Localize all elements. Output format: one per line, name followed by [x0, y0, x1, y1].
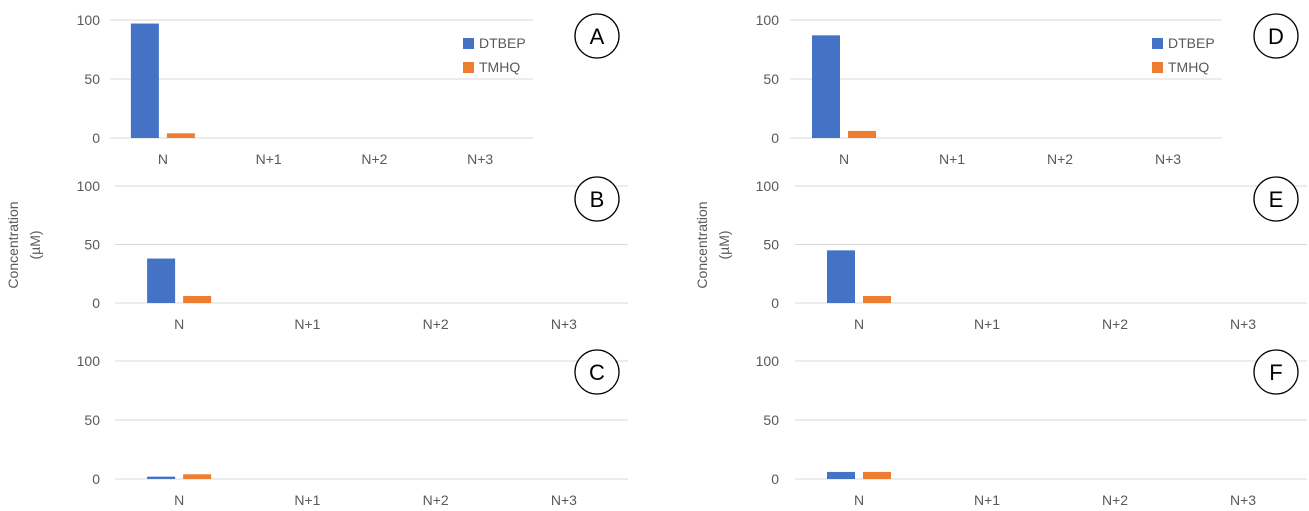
y-tick-label: 50	[84, 412, 100, 428]
panel-letter: E	[1269, 187, 1284, 212]
y-tick-label: 0	[92, 130, 100, 146]
x-tick-label: N	[854, 492, 864, 508]
y-tick-label: 50	[84, 237, 100, 253]
legend-swatch-tmhq	[1152, 62, 1163, 73]
y-tick-label: 50	[84, 71, 100, 87]
x-tick-label: N+1	[974, 316, 1000, 332]
bar-dtbep-n	[827, 250, 855, 303]
y-tick-label: 0	[771, 295, 779, 311]
bar-tmhq-n	[166, 133, 195, 138]
x-tick-label: N+1	[974, 492, 1000, 508]
chart-panel-d: 0 50 100 N N+1 N+2 N+3 DTBEP TMHQ D	[756, 12, 1299, 167]
bar-tmhq-n	[183, 474, 212, 479]
chart-panel-a: 0 50 100 N N+1 N+2 N+3 DTBEP TMHQ A	[77, 12, 620, 167]
x-tick-label: N+2	[1047, 151, 1073, 167]
y-tick-label: 50	[763, 71, 779, 87]
x-tick-label: N	[174, 316, 184, 332]
chart-panel-b: 0 50 100 N N+1 N+2 N+3 B	[77, 176, 628, 332]
bar-tmhq-n	[848, 130, 876, 138]
x-tick-label: N+3	[1230, 316, 1256, 332]
x-tick-label: N+3	[551, 492, 577, 508]
panel-letter-circle	[574, 176, 620, 222]
panel-letter: A	[590, 24, 605, 49]
y-tick-label: 50	[763, 412, 779, 428]
bar-dtbep-n	[130, 23, 159, 138]
x-tick-label: N+3	[551, 316, 577, 332]
x-tick-label: N	[839, 151, 849, 167]
chart-panel-f: 0 50 100 N N+1 N+2 N+3 F	[756, 349, 1307, 508]
y-tick-label: 100	[756, 12, 780, 28]
x-tick-label: N+1	[294, 316, 320, 332]
panel-letter-circle	[1253, 13, 1299, 59]
bar-dtbep-n	[147, 476, 176, 479]
y-tick-label: 0	[92, 295, 100, 311]
chart-panel-e: 0 50 100 N N+1 N+2 N+3 E	[756, 176, 1307, 332]
y-tick-label: 100	[756, 353, 780, 369]
bar-dtbep-n	[827, 471, 855, 479]
legend-label-tmhq: TMHQ	[479, 59, 520, 75]
legend-label-tmhq: TMHQ	[1168, 59, 1209, 75]
legend-label-dtbep: DTBEP	[479, 35, 526, 51]
x-tick-label: N	[854, 316, 864, 332]
y-tick-label: 50	[763, 237, 779, 253]
legend-label-dtbep: DTBEP	[1168, 35, 1215, 51]
x-tick-label: N	[174, 492, 184, 508]
x-tick-label: N+2	[423, 316, 449, 332]
bar-tmhq-n	[863, 295, 891, 303]
x-tick-label: N	[158, 151, 168, 167]
panel-letter-circle	[574, 349, 620, 395]
panel-letter-circle	[1253, 349, 1299, 395]
x-tick-label: N+3	[1155, 151, 1181, 167]
legend-swatch-dtbep	[463, 38, 474, 49]
y-axis-title-left-line1: Concentration	[5, 201, 21, 288]
panel-letter: B	[590, 187, 605, 212]
y-tick-label: 0	[771, 471, 779, 487]
x-tick-label: N+1	[294, 492, 320, 508]
y-tick-label: 100	[77, 353, 101, 369]
x-tick-label: N+3	[467, 151, 493, 167]
x-tick-label: N+1	[939, 151, 965, 167]
x-tick-label: N+3	[1230, 492, 1256, 508]
panel-letter: C	[589, 360, 605, 385]
x-tick-label: N+1	[256, 151, 282, 167]
chart-panel-c: 0 50 100 N N+1 N+2 N+3 C	[77, 349, 628, 508]
y-tick-label: 100	[756, 178, 780, 194]
bar-tmhq-n	[863, 471, 891, 479]
legend-swatch-dtbep	[1152, 38, 1163, 49]
y-tick-label: 100	[77, 12, 101, 28]
panel-letter-circle	[1253, 176, 1299, 222]
legend-swatch-tmhq	[463, 62, 474, 73]
y-axis-title-left-line2: (µM)	[27, 230, 43, 259]
y-axis-title-right-line2: (µM)	[716, 230, 732, 259]
panel-letter: D	[1268, 24, 1284, 49]
y-tick-label: 0	[771, 130, 779, 146]
y-tick-label: 0	[92, 471, 100, 487]
x-tick-label: N+2	[423, 492, 449, 508]
bar-dtbep-n	[147, 258, 176, 303]
x-tick-label: N+2	[1102, 316, 1128, 332]
panel-letter-circle	[574, 13, 620, 59]
bar-dtbep-n	[812, 35, 840, 139]
bar-tmhq-n	[183, 295, 212, 303]
x-tick-label: N+2	[1102, 492, 1128, 508]
x-tick-label: N+2	[361, 151, 387, 167]
y-axis-title-right-line1: Concentration	[694, 201, 710, 288]
y-tick-label: 100	[77, 178, 101, 194]
panel-letter: F	[1269, 360, 1282, 385]
